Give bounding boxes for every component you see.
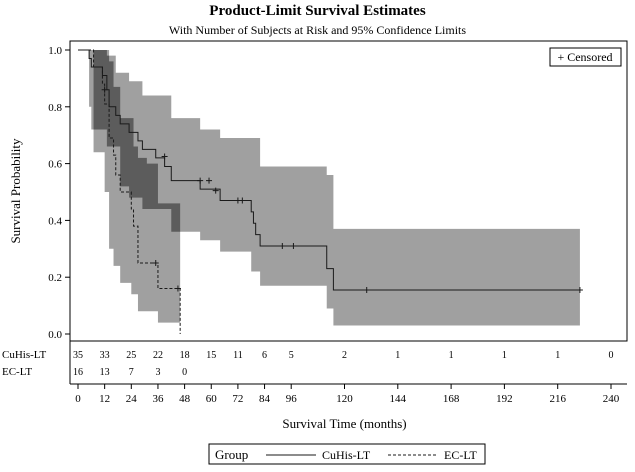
x-tick-label: 72 (232, 393, 243, 405)
x-axis-label: Survival Time (months) (282, 416, 406, 431)
censor-mark (197, 177, 204, 184)
at-risk-count: 35 (73, 350, 83, 361)
at-risk-count: 1 (502, 350, 507, 361)
at-risk-count: 7 (129, 367, 134, 378)
at-risk-count: 33 (100, 350, 110, 361)
chart-subtitle: With Number of Subjects at Risk and 95% … (168, 23, 467, 37)
y-tick-label: 0.4 (48, 215, 62, 227)
y-tick-label: 1.0 (48, 45, 62, 57)
x-tick-label: 216 (549, 393, 566, 405)
x-tick-label: 96 (286, 393, 298, 405)
censor-mark (279, 242, 286, 249)
at-risk-count: 6 (262, 350, 267, 361)
censor-mark (576, 286, 583, 293)
at-risk-count: 5 (289, 350, 294, 361)
ci-band-cuhis (78, 50, 580, 326)
group-legend-box (208, 443, 486, 465)
at-risk-count: 0 (609, 350, 614, 361)
at-risk-count: 1 (449, 350, 454, 361)
censored-legend: + Censored (549, 47, 622, 67)
at-risk-count: 13 (100, 367, 110, 378)
at-risk-count: 22 (153, 350, 163, 361)
at-risk-row-label: CuHis-LT (2, 349, 46, 361)
at-risk-count: 1 (395, 350, 400, 361)
x-tick-label: 60 (206, 393, 218, 405)
at-risk-count: 0 (182, 367, 187, 378)
x-tick-label: 24 (126, 393, 138, 405)
x-tick-label: 12 (99, 393, 110, 405)
at-risk-count: 25 (126, 350, 136, 361)
y-tick-label: 0.2 (48, 272, 62, 284)
censor-mark (239, 197, 246, 204)
at-risk-count: 18 (180, 350, 190, 361)
at-risk-count: 3 (155, 367, 160, 378)
x-tick-label: 240 (603, 393, 620, 405)
y-tick-label: 0.6 (48, 159, 62, 171)
censor-mark (290, 242, 297, 249)
at-risk-count: 15 (206, 350, 216, 361)
chart-title: Product-Limit Survival Estimates (209, 3, 426, 19)
censor-mark (212, 187, 219, 194)
at-risk-row-label: EC-LT (2, 366, 32, 378)
censored-legend-text: + Censored (557, 50, 612, 64)
x-tick-label: 84 (259, 393, 271, 405)
at-risk-count: 2 (342, 350, 347, 361)
survival-curve-ec (78, 49, 181, 334)
x-tick-label: 48 (179, 393, 191, 405)
y-tick-label: 0.8 (48, 102, 62, 114)
at-risk-count: 16 (73, 367, 83, 378)
censored-legend-box (549, 47, 622, 67)
legend-label-cuhis: CuHis-LT (322, 448, 371, 462)
at-risk-count: 1 (555, 350, 560, 361)
legend-label-ec: EC-LT (444, 448, 478, 462)
group-legend: Group CuHis-LT EC-LT (208, 443, 486, 465)
censor-mark (152, 260, 159, 266)
at-risk-count: 11 (233, 350, 243, 361)
x-tick-label: 144 (390, 393, 407, 405)
x-tick-label: 192 (496, 393, 513, 405)
y-axis-label: Survival Probability (8, 138, 23, 244)
y-tick-label: 0.0 (48, 329, 62, 341)
x-tick-label: 36 (152, 393, 164, 405)
censor-mark (206, 177, 213, 184)
censor-mark (174, 285, 181, 292)
x-tick-label: 168 (443, 393, 460, 405)
group-legend-title: Group (215, 447, 248, 462)
x-tick-label: 120 (336, 393, 353, 405)
x-tick-label: 0 (75, 393, 81, 405)
survival-curve-cuhis (78, 49, 580, 291)
censor-mark (363, 286, 370, 293)
censor-mark (161, 153, 168, 160)
